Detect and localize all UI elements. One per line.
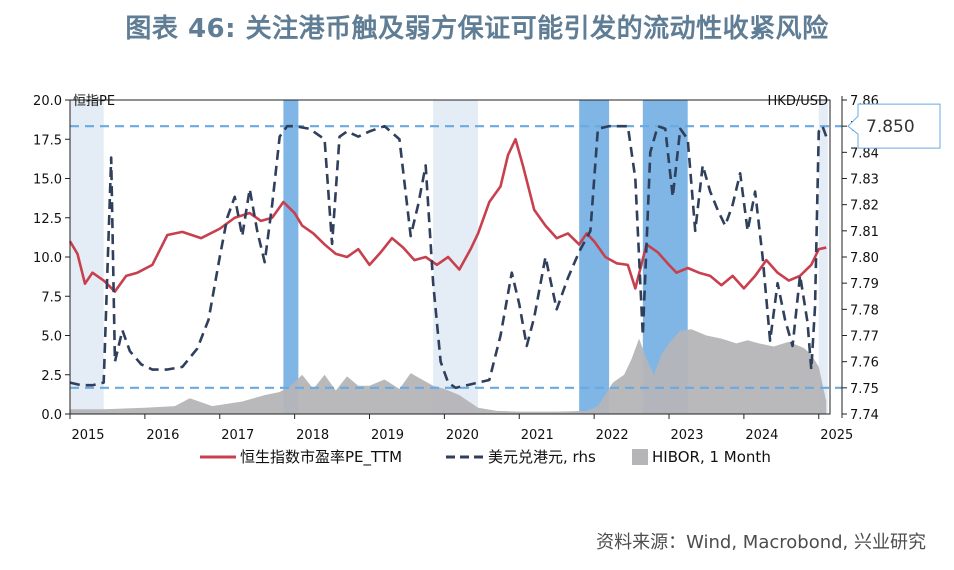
x-tick-label-2019: 2019 [371,428,404,443]
callout-value: 7.850 [866,117,915,137]
reference-lines [70,125,842,389]
hibor-series-layer [70,329,827,414]
y-right-tick-label-7.79: 7.79 [850,277,879,292]
callout-shape [847,103,941,149]
y-right-tick-label-7.83: 7.83 [850,173,879,188]
strong-side-band-1 [433,100,479,414]
y-left-tick-label-10.0: 10.0 [33,251,62,266]
left-y-axis: 0.0 2.5 5.0 7.5 10.0 12.5 15.0 17.5 20.0 [33,94,70,423]
hibor-area [70,329,827,414]
y-right-tick-label-7.74: 7.74 [850,408,879,423]
hsi-pe-vs-hkd-chart: 2015 2016 2017 2018 2019 2020 2021 2022 2023 2024… [33,94,941,467]
y-right-tick-label-7.77: 7.77 [850,330,879,345]
y-right-tick-label-7.81: 7.81 [850,225,879,240]
callout-box: 7.850 [847,103,941,149]
y-right-tick-label-7.76: 7.76 [850,356,879,371]
x-tick-label-2024: 2024 [745,428,778,443]
x-tick-label-2020: 2020 [446,428,479,443]
legend-hkd-label: 美元兑港元, rhs [488,448,596,466]
chart-title: 图表 46: 关注港币触及弱方保证可能引发的流动性收紧风险 [125,14,829,44]
y-left-tick-label-20.0: 20.0 [33,94,62,109]
x-tick-label-2016: 2016 [146,428,179,443]
x-tick-label-2025: 2025 [820,428,853,443]
y-left-tick-label-7.5: 7.5 [41,290,62,305]
strong-side-band-2 [818,100,828,414]
weak-side-band-0 [283,100,299,414]
y-right-tick-label-7.80: 7.80 [850,251,879,266]
pe-series-line [68,137,827,293]
strong-side-band-0 [70,100,104,414]
x-axis: 2015 2016 2017 2018 2019 2020 2021 2022 2023 2024… [69,414,853,443]
y-right-tick-label-7.82: 7.82 [850,199,879,214]
left-axis-label: 恒指PE [73,94,115,109]
legend-hibor-swatch [632,449,648,465]
x-tick-label-2021: 2021 [521,428,554,443]
y-left-tick-label-15.0: 15.0 [33,173,62,188]
y-right-tick-label-7.75: 7.75 [850,382,879,397]
y-left-tick-label-12.5: 12.5 [33,212,62,227]
x-tick-label-2015: 2015 [71,428,104,443]
x-tick-label-2022: 2022 [596,428,629,443]
x-tick-label-2018: 2018 [296,428,329,443]
legend-hibor-label: HIBOR, 1 Month [652,448,771,466]
y-left-tick-label-0.0: 0.0 [41,408,62,423]
source-note: 资料来源：Wind, Macrobond, 兴业研究 [596,532,926,553]
y-left-tick-label-2.5: 2.5 [41,369,62,384]
line-series-layer [68,124,828,390]
hkd-series-line [69,124,828,390]
legend-pe-label: 恒生指数市盈率PE_TTM [240,448,402,467]
legend: 恒生指数市盈率PE_TTM 美元兑港元, rhs HIBOR, 1 Month [200,448,771,467]
y-right-tick-label-7.78: 7.78 [850,303,879,318]
right-axis-label: HKD/USD [768,94,828,109]
y-right-tick-label-7.84: 7.84 [850,146,879,161]
y-left-tick-label-5.0: 5.0 [41,330,62,345]
x-tick-label-2017: 2017 [221,428,254,443]
x-tick-label-2023: 2023 [670,428,703,443]
y-left-tick-label-17.5: 17.5 [33,133,62,148]
